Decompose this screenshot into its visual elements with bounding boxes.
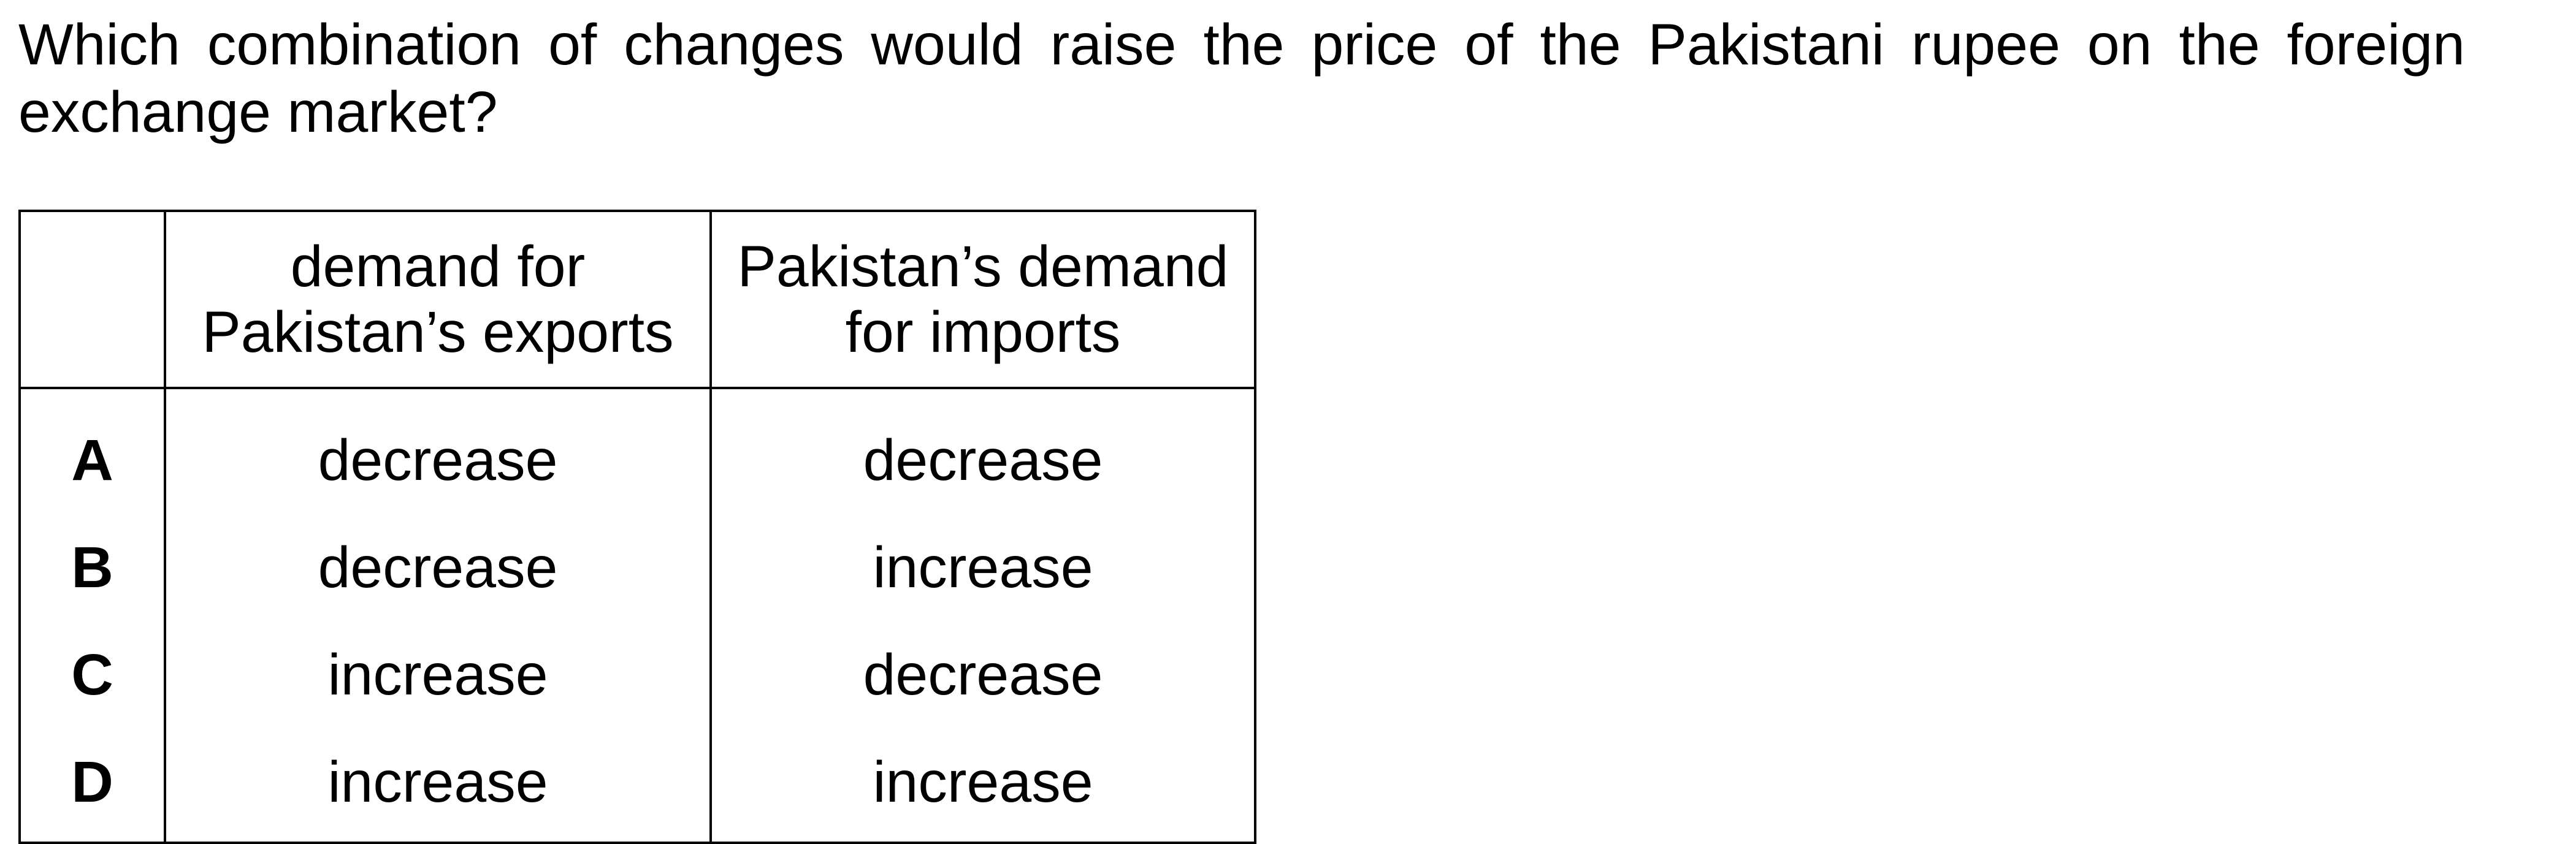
table-row: D increase increase	[18, 728, 1256, 844]
imports-change-cell: decrease	[709, 621, 1256, 728]
header-imports-demand: Pakistan’s demand for imports	[709, 210, 1256, 389]
option-letter: B	[18, 514, 166, 621]
table-row: C increase decrease	[18, 621, 1256, 728]
question-text: Which combination of changes would raise…	[18, 12, 2465, 145]
table-row: B decrease increase	[18, 514, 1256, 621]
option-letter: D	[18, 728, 166, 844]
imports-change-cell: increase	[709, 728, 1256, 844]
exports-change-cell: increase	[164, 728, 712, 844]
option-letter: C	[18, 621, 166, 728]
option-letter: A	[18, 388, 166, 514]
imports-change-cell: increase	[709, 514, 1256, 621]
exports-change-cell: decrease	[164, 514, 712, 621]
header-exports-demand: demand for Pakistan’s exports	[164, 210, 712, 389]
imports-change-cell: decrease	[709, 388, 1256, 514]
header-letter-cell	[18, 210, 166, 389]
exports-change-cell: decrease	[164, 388, 712, 514]
answer-options-table: demand for Pakistan’s exports Pakistan’s…	[18, 210, 1256, 844]
table-header-row: demand for Pakistan’s exports Pakistan’s…	[18, 210, 1256, 389]
exports-change-cell: increase	[164, 621, 712, 728]
table-row: A decrease decrease	[18, 388, 1256, 514]
